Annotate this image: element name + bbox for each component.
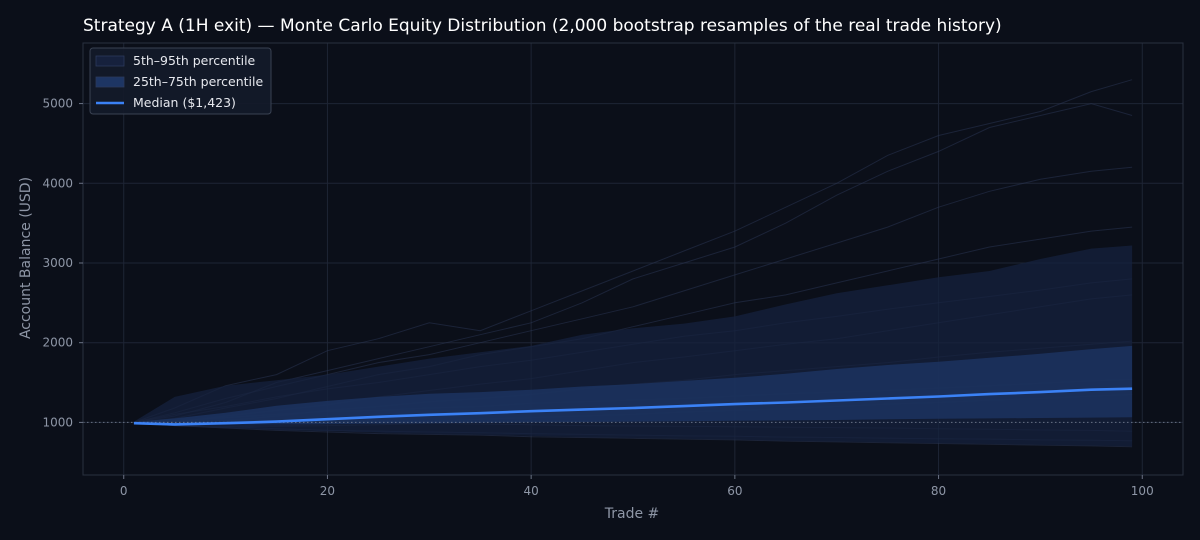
plot-clipped-layer	[83, 79, 1183, 448]
legend: 5th–95th percentile 25th–75th percentile M…	[89, 47, 272, 115]
y-tick-label: 5000	[42, 97, 73, 111]
plot-area: 0 20 40 60 80 100 1000 2000 3000 4000 5000	[42, 42, 1184, 498]
legend-item-5-95: 5th–95th percentile	[95, 53, 256, 68]
x-axis-label: Trade #	[604, 506, 660, 522]
y-tick-label: 1000	[42, 415, 73, 429]
x-tick-label: 40	[524, 484, 539, 498]
sample-path	[133, 421, 1133, 448]
legend-label: Median ($1,423)	[133, 95, 236, 110]
sample-path	[133, 79, 1133, 423]
y-tick-label: 2000	[42, 336, 73, 350]
plot-frame	[82, 42, 1184, 476]
x-tick-label: 0	[120, 484, 128, 498]
y-tick-label: 4000	[42, 176, 73, 190]
chart-title: Strategy A (1H exit) — Monte Carlo Equit…	[83, 16, 1002, 36]
x-tick-label: 80	[931, 484, 946, 498]
legend-item-25-75: 25th–75th percentile	[95, 74, 264, 89]
legend-item-median: Median ($1,423)	[96, 95, 236, 110]
legend-swatch	[95, 55, 125, 67]
x-tick-label: 100	[1131, 484, 1154, 498]
band-25-75	[133, 345, 1133, 425]
x-tick-label: 20	[320, 484, 335, 498]
legend-swatch	[95, 76, 125, 88]
legend-label: 25th–75th percentile	[133, 74, 264, 89]
x-tick-label: 60	[727, 484, 742, 498]
legend-box	[89, 47, 272, 115]
y-axis-label: Account Balance (USD)	[18, 177, 34, 339]
y-tick-label: 3000	[42, 256, 73, 270]
median-line	[133, 387, 1133, 426]
legend-label: 5th–95th percentile	[133, 53, 256, 68]
